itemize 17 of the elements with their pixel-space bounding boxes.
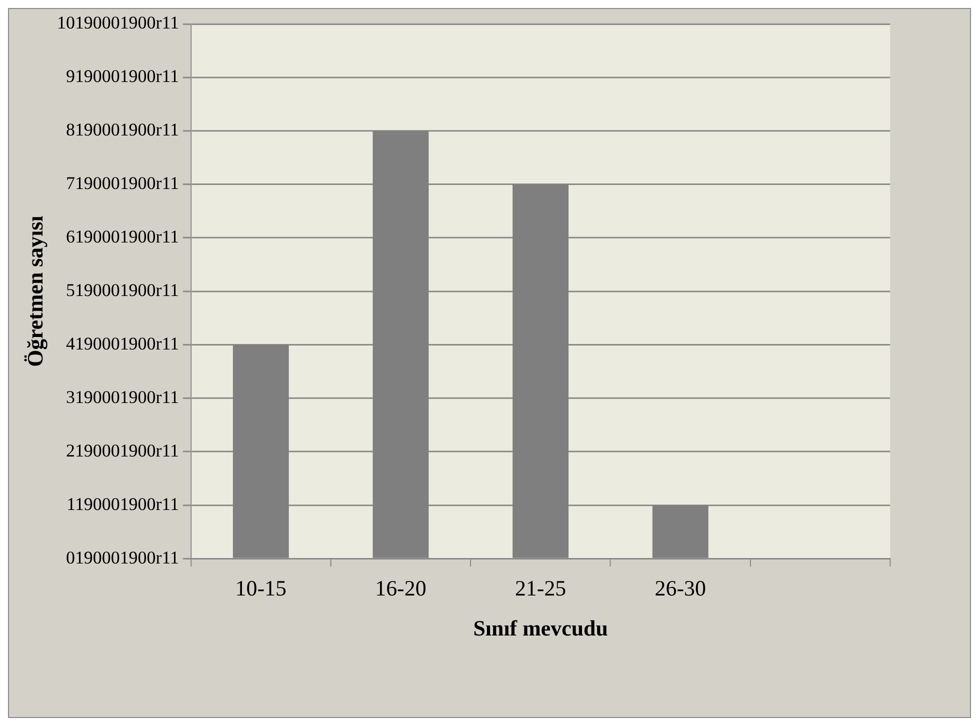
x-axis-title: Sınıf mevcudu (473, 616, 608, 641)
text: 1190001900r11 (66, 494, 179, 514)
text: 5190001900r11 (66, 280, 179, 300)
text: 7190001900r11 (66, 173, 179, 194)
text: 9190001900r11 (66, 66, 179, 86)
text: 3190001900r11 (66, 386, 179, 407)
text: 6190001900r11 (66, 226, 179, 247)
text: 0190001900r11 (66, 547, 179, 568)
x-tick-label: 26-30 (654, 576, 706, 601)
text: 2190001900r11 (66, 440, 179, 460)
text: 10190001900r11 (57, 12, 179, 33)
text: 8190001900r11 (66, 120, 179, 140)
x-tick-label: 21-25 (514, 576, 566, 601)
text: Öğretmen sayısı (22, 216, 48, 367)
x-tick-label: 10-15 (235, 576, 286, 601)
text: 4190001900r11 (66, 334, 179, 354)
x-tick-label: 16-20 (375, 576, 426, 601)
